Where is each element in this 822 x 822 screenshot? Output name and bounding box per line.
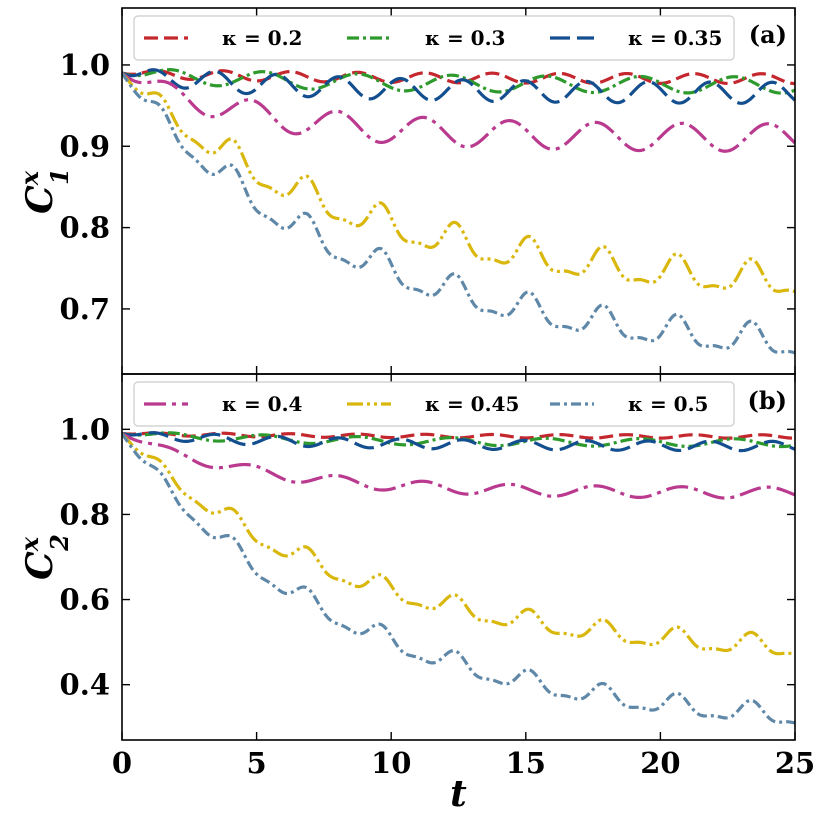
- series-group: [122, 431, 795, 725]
- y-tick-label: 0.8: [60, 497, 110, 531]
- series-line-4: [122, 432, 795, 656]
- y-axis-label-sub: 1: [45, 168, 74, 185]
- x-tick-label: 15: [506, 746, 546, 780]
- y-axis-label-base: C: [19, 551, 61, 580]
- legend: κ = 0.2 κ = 0.3 κ = 0.35: [133, 15, 735, 61]
- series-group: [122, 68, 795, 355]
- legend-label: κ = 0.2: [222, 26, 302, 50]
- series-line-0: [122, 68, 795, 86]
- y-axis-label-sup: x: [15, 170, 44, 186]
- y-axis-label: Cx1: [15, 168, 74, 214]
- y-tick-label: 0.4: [60, 668, 110, 702]
- y-axis-label-base: C: [19, 185, 61, 214]
- y-tick-label: 0.7: [60, 292, 110, 326]
- series-line-0: [122, 431, 795, 440]
- y-axis-label: Cx2: [15, 534, 74, 580]
- y-tick-label: 0.9: [60, 129, 110, 163]
- x-tick-label: 0: [112, 746, 132, 780]
- series-line-5: [122, 72, 795, 355]
- series-line-5: [122, 432, 795, 725]
- series-line-3: [122, 432, 795, 500]
- series-line-1: [122, 431, 795, 449]
- x-tick-label: 25: [775, 746, 815, 780]
- panel-a: 0.7 0.8 0.9 1.0 Cx1 κ = 0.2 κ = 0.3 κ = 0.35 (a): [15, 7, 796, 375]
- legend: κ = 0.4 κ = 0.45 κ = 0.5: [133, 381, 735, 427]
- x-tick-label: 5: [247, 746, 267, 780]
- y-axis-label-sup: x: [15, 536, 44, 552]
- panel-label: (b): [748, 386, 788, 415]
- y-axis-label-sub: 2: [45, 534, 74, 552]
- y-tick-label: 0.8: [60, 211, 110, 245]
- legend-label: κ = 0.4: [222, 392, 303, 416]
- legend-label: κ = 0.45: [425, 392, 519, 416]
- series-line-3: [122, 71, 795, 153]
- y-tick-label: 1.0: [60, 48, 110, 82]
- x-tick-label: 20: [640, 746, 680, 780]
- plot-frame: [121, 7, 796, 375]
- legend-box: [133, 381, 735, 427]
- plot-frame: [121, 373, 796, 741]
- series-line-2: [122, 431, 795, 453]
- y-tick-label: 0.6: [60, 583, 110, 617]
- panel-label: (a): [749, 20, 787, 49]
- legend-box: [133, 15, 735, 61]
- series-line-4: [122, 72, 795, 294]
- x-axis-label: t: [450, 773, 467, 815]
- legend-label: κ = 0.3: [425, 26, 505, 50]
- legend-label: κ = 0.5: [628, 392, 708, 416]
- series-line-1: [122, 68, 795, 95]
- legend-label: κ = 0.35: [628, 26, 722, 50]
- series-line-2: [122, 68, 795, 105]
- x-tick-label: 10: [371, 746, 411, 780]
- y-tick-label: 1.0: [60, 412, 110, 446]
